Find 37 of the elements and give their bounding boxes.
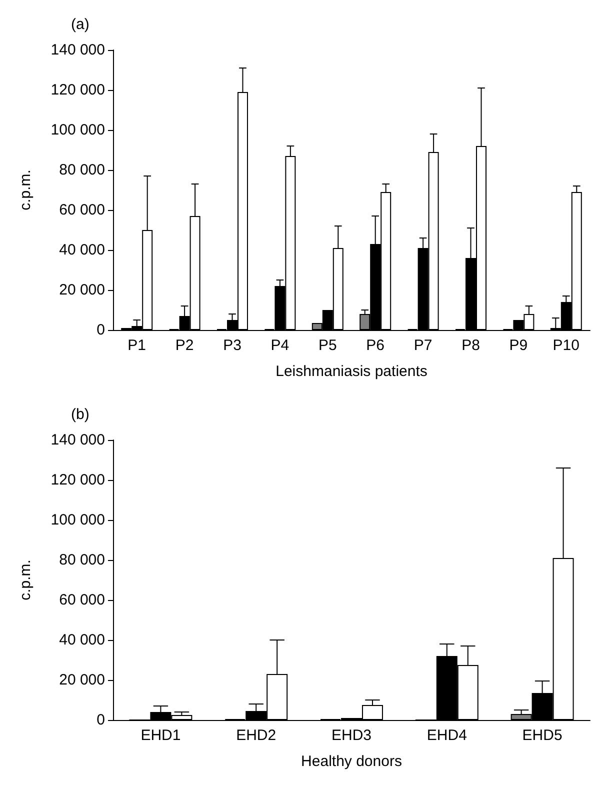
x-tick-label: P6 <box>366 337 385 354</box>
chart-title: (a) <box>71 16 90 33</box>
y-tick-label: 60 000 <box>59 202 105 218</box>
x-tick-label: EHD3 <box>331 727 372 744</box>
x-axis-title: Healthy donors <box>301 753 402 770</box>
x-tick-label: P9 <box>509 337 528 354</box>
x-tick-label: EHD2 <box>236 727 276 744</box>
x-tick-label: P4 <box>270 337 290 354</box>
x-tick-label: EHD4 <box>426 727 467 744</box>
y-tick-label: 0 <box>96 712 105 728</box>
y-tick-label: 0 <box>96 322 105 338</box>
y-axis-title: c.p.m. <box>17 560 34 600</box>
x-tick-label: P1 <box>128 337 146 354</box>
y-tick-label: 40 000 <box>59 632 105 648</box>
x-tick-label: EHD1 <box>140 727 181 744</box>
y-tick-label: 80 000 <box>59 162 105 178</box>
y-tick-label: 100 000 <box>50 122 105 138</box>
y-tick-label: 120 000 <box>50 82 105 98</box>
x-tick-label: P8 <box>462 337 480 354</box>
y-tick-label: 80 000 <box>59 552 105 568</box>
y-tick-label: 40 000 <box>59 242 105 258</box>
y-tick-label: 100 000 <box>50 512 105 528</box>
y-tick-label: 120 000 <box>50 472 105 488</box>
x-tick-label: P5 <box>318 337 337 354</box>
x-tick-label: P2 <box>175 337 194 354</box>
y-axis-title: c.p.m. <box>17 170 34 210</box>
chart-title: (b) <box>71 406 90 423</box>
x-tick-label: P3 <box>223 337 242 354</box>
y-tick-label: 20 000 <box>59 282 105 298</box>
x-axis-title: Leishmaniasis patients <box>276 363 428 380</box>
y-tick-label: 140 000 <box>50 42 105 58</box>
y-tick-label: 60 000 <box>59 592 105 608</box>
y-tick-label: 20 000 <box>59 672 105 688</box>
x-tick-label: P7 <box>414 337 432 354</box>
x-tick-label: P10 <box>552 337 580 354</box>
y-tick-label: 140 000 <box>50 432 105 448</box>
x-tick-label: EHD5 <box>522 727 562 744</box>
